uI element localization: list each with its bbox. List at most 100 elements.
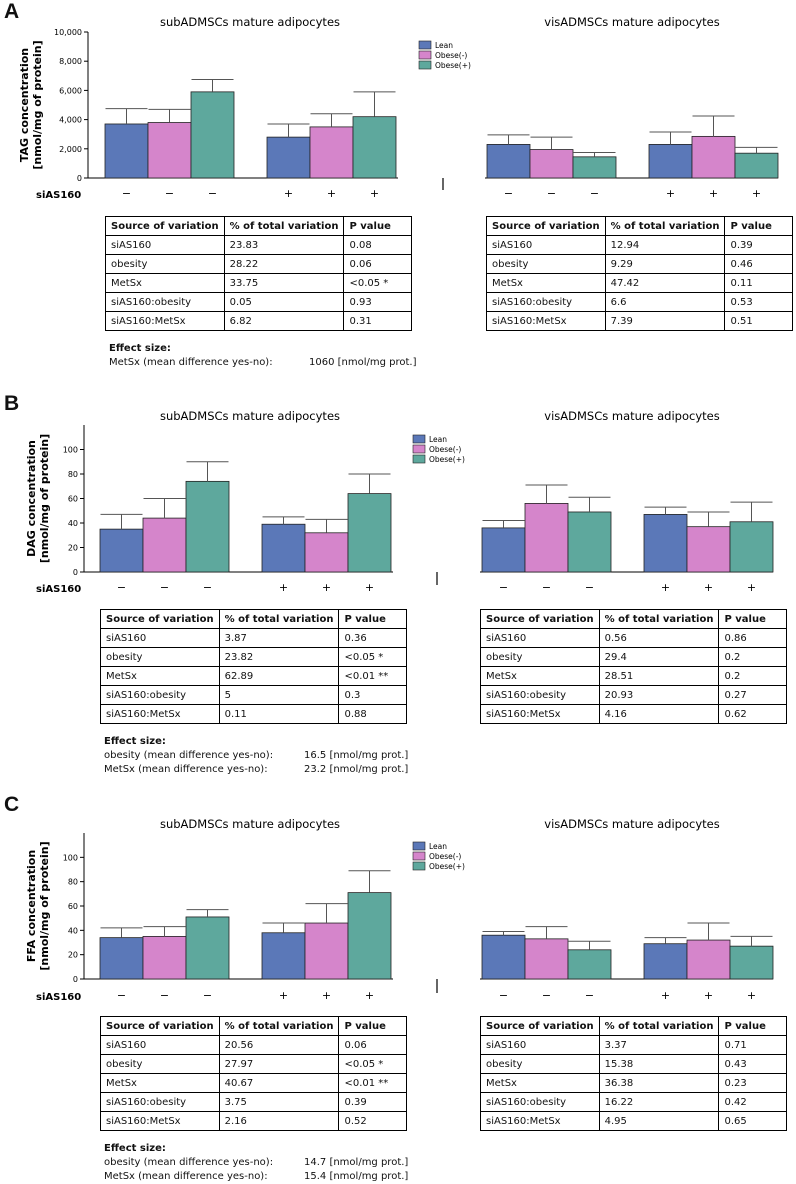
bar-obeseminus xyxy=(142,936,187,980)
header-percent: % of total variation xyxy=(598,609,720,629)
legend-label: Lean xyxy=(429,842,447,851)
y-tick-label: 20 xyxy=(68,951,78,960)
bar-lean xyxy=(648,144,693,179)
siAS160-sign: + xyxy=(661,989,670,1002)
y-tick-label: 80 xyxy=(68,878,78,887)
effect-size: Effect size: obesity (mean difference ye… xyxy=(104,735,408,777)
bar-obeseplus xyxy=(734,152,779,179)
table-cell: 0.36 xyxy=(338,628,408,648)
table-cell: 3.87 xyxy=(218,628,340,648)
header-pvalue: P value xyxy=(724,216,794,236)
table-cell: siAS160:MetSx xyxy=(480,704,600,724)
panel-letter: A xyxy=(4,0,20,23)
bar-obeseminus xyxy=(309,126,354,179)
table-cell: 0.39 xyxy=(338,1092,408,1112)
header-percent: % of total variation xyxy=(223,216,345,236)
table-cell: 0.3 xyxy=(338,685,408,705)
header-pvalue: P value xyxy=(343,216,413,236)
bar-obeseminus xyxy=(304,922,349,980)
table-cell: obesity xyxy=(486,254,606,274)
stats-table-vis: Source of variation % of total variation… xyxy=(480,1016,788,1131)
siAS160-sign: + xyxy=(370,187,379,200)
siAS160-sign: − xyxy=(499,989,508,1002)
y-tick-label: 60 xyxy=(68,495,78,504)
table-cell: 0.11 xyxy=(724,273,794,293)
table-cell: 9.29 xyxy=(604,254,726,274)
legend-label: Obese(+) xyxy=(435,61,471,70)
table-cell: siAS160 xyxy=(105,235,225,255)
chart-title-sub: subADMSCs mature adipocytes xyxy=(160,15,340,29)
panel-letter: B xyxy=(4,392,20,415)
header-pvalue: P value xyxy=(338,609,408,629)
siAS160-sign: + xyxy=(704,581,713,594)
stats-table-sub: Source of variation % of total variation… xyxy=(105,216,413,331)
table-cell: 6.6 xyxy=(604,292,726,312)
siAS160-sign: + xyxy=(747,989,756,1002)
panel-c: C subADMSCs mature adipocytes visADMSCs m… xyxy=(0,793,796,1183)
table-cell: 0.06 xyxy=(343,254,413,274)
chart-title-sub: subADMSCs mature adipocytes xyxy=(160,817,340,831)
table-row: siAS160 3.37 0.71 xyxy=(480,1035,788,1055)
bar-lean xyxy=(481,527,526,573)
y-tick-label: 100 xyxy=(63,446,78,455)
dag-bar-chart: subADMSCs mature adipocytes visADMSCs mat… xyxy=(25,409,774,595)
table-cell: 4.16 xyxy=(598,704,720,724)
table-row: siAS160:obesity 0.05 0.93 xyxy=(105,292,413,312)
effect-row: MetSx (mean difference yes-no): 1060 [nmo… xyxy=(109,356,417,370)
chart-title-sub: subADMSCs mature adipocytes xyxy=(160,409,340,423)
y-tick-label: 40 xyxy=(68,519,78,528)
table-row: siAS160:MetSx 0.11 0.88 xyxy=(100,704,408,724)
siAS160-label: siAS160 xyxy=(36,584,81,595)
bar-obeseplus xyxy=(190,91,235,179)
y-axis-label: TAG concentration xyxy=(18,48,31,162)
siAS160-sign: + xyxy=(279,581,288,594)
table-cell: obesity xyxy=(100,647,220,667)
header-pvalue: P value xyxy=(718,609,788,629)
effect-label: obesity (mean difference yes-no): xyxy=(104,1157,274,1168)
siAS160-sign: − xyxy=(585,989,594,1002)
siAS160-sign: + xyxy=(279,989,288,1002)
legend-swatch xyxy=(418,60,432,70)
table-row: MetSx 47.42 0.11 xyxy=(486,273,794,293)
table-cell: 62.89 xyxy=(218,666,340,686)
siAS160-sign: + xyxy=(747,581,756,594)
siAS160-sign: − xyxy=(590,187,599,200)
bar-obeseminus xyxy=(529,149,574,179)
table-cell: 0.39 xyxy=(724,235,794,255)
table-cell: 0.46 xyxy=(724,254,794,274)
table-row: siAS160 12.94 0.39 xyxy=(486,235,794,255)
y-axis-label: DAG concentration xyxy=(25,440,38,557)
effect-label: MetSx (mean difference yes-no): xyxy=(104,1171,268,1182)
table-cell: siAS160:MetSx xyxy=(486,311,606,331)
table-cell: MetSx xyxy=(480,1073,600,1093)
table-cell: <0.01 ** xyxy=(338,666,408,686)
table-cell: 0.51 xyxy=(724,311,794,331)
table-row: siAS160:MetSx 6.82 0.31 xyxy=(105,311,413,331)
table-header-row: Source of variation % of total variation… xyxy=(486,216,794,236)
table-header-row: Source of variation % of total variation… xyxy=(480,609,788,629)
table-cell: obesity xyxy=(480,1054,600,1074)
table-cell: 0.93 xyxy=(343,292,413,312)
y-axis-label-units: [nmol/mg of protein] xyxy=(38,841,51,970)
table-row: MetSx 36.38 0.23 xyxy=(480,1073,788,1093)
legend-label: Obese(-) xyxy=(429,445,461,454)
table-cell: siAS160:MetSx xyxy=(480,1111,600,1131)
table-cell: 0.23 xyxy=(718,1073,788,1093)
table-cell: 0.53 xyxy=(724,292,794,312)
table-header-row: Source of variation % of total variation… xyxy=(480,1016,788,1036)
bar-obeseplus xyxy=(567,949,612,980)
bar-lean xyxy=(266,136,311,179)
bar-lean xyxy=(643,514,688,573)
table-cell: siAS160 xyxy=(480,1035,600,1055)
table-row: obesity 9.29 0.46 xyxy=(486,254,794,274)
bar-obeseplus xyxy=(352,116,397,179)
table-cell: 5 xyxy=(218,685,340,705)
table-row: siAS160:MetSx 2.16 0.52 xyxy=(100,1111,408,1131)
siAS160-sign: + xyxy=(284,187,293,200)
table-cell: 28.22 xyxy=(223,254,345,274)
effect-size: Effect size: MetSx (mean difference yes-… xyxy=(109,342,417,370)
chart-title-vis: visADMSCs mature adipocytes xyxy=(544,409,719,423)
table-row: siAS160:obesity 6.6 0.53 xyxy=(486,292,794,312)
legend-label: Obese(-) xyxy=(429,852,461,861)
siAS160-sign: + xyxy=(322,581,331,594)
